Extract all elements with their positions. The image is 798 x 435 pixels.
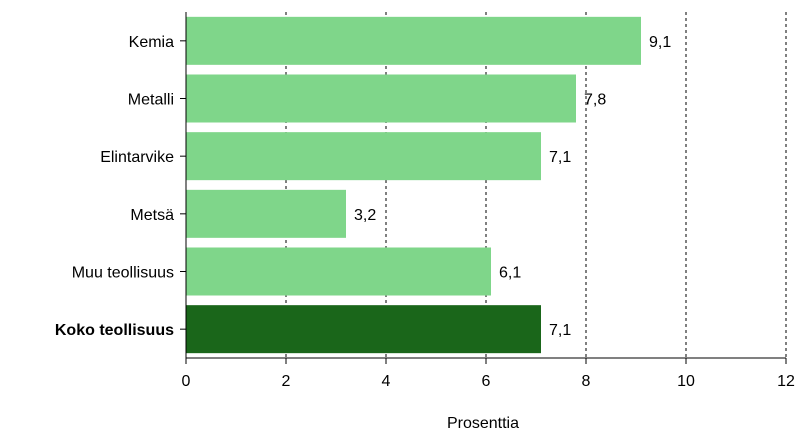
category-label: Kemia	[129, 34, 174, 51]
bar	[186, 189, 346, 238]
x-tick-label: 12	[777, 373, 795, 390]
category-label: Koko teollisuus	[55, 322, 174, 339]
category-label: Muu teollisuus	[72, 265, 174, 282]
bars	[186, 16, 641, 354]
bar	[186, 16, 641, 65]
value-labels: 9,1 7,8 7,1 3,2 6,1 7,1	[354, 34, 671, 339]
category-label: Metsä	[130, 207, 174, 224]
x-tick-label: 2	[282, 373, 291, 390]
x-tick-label: 10	[677, 373, 695, 390]
data-label: 9,1	[649, 34, 671, 51]
data-label: 7,8	[584, 92, 606, 109]
axes	[180, 12, 787, 364]
data-label: 3,2	[354, 207, 376, 224]
bar	[186, 132, 541, 181]
category-label: Elintarvike	[100, 149, 174, 166]
data-label: 7,1	[549, 149, 571, 166]
grid-lines	[285, 12, 787, 358]
data-label: 6,1	[499, 265, 521, 282]
category-label: Metalli	[128, 92, 174, 109]
category-labels: Kemia Metalli Elintarvike Metsä Muu teollisu…	[55, 34, 174, 339]
bar	[186, 247, 491, 296]
data-label: 7,1	[549, 322, 571, 339]
x-tick-label: 6	[482, 373, 491, 390]
x-tick-label: 4	[382, 373, 391, 390]
x-tick-label: 8	[582, 373, 591, 390]
x-tick-labels: 0 2 4 6 8 10 12	[182, 373, 795, 390]
bar	[186, 74, 576, 123]
x-axis-title: Prosenttia	[447, 415, 519, 432]
bar	[186, 305, 541, 354]
x-tick-label: 0	[182, 373, 191, 390]
